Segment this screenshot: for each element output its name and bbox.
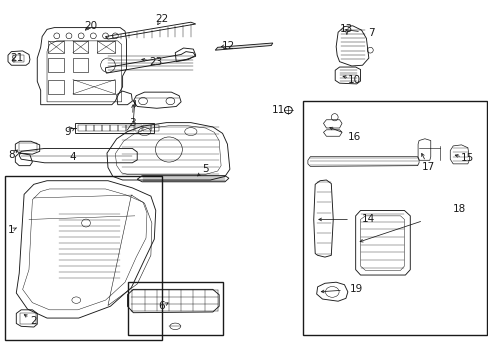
Text: 19: 19 <box>349 284 363 294</box>
Text: 2: 2 <box>30 316 37 325</box>
Text: 6: 6 <box>158 301 164 311</box>
Text: 4: 4 <box>69 152 76 162</box>
Text: 11: 11 <box>271 105 285 115</box>
Text: 3: 3 <box>129 118 135 128</box>
Text: 12: 12 <box>222 41 235 50</box>
Text: 15: 15 <box>460 153 473 163</box>
Text: 10: 10 <box>347 75 361 85</box>
Text: 20: 20 <box>84 21 97 31</box>
Polygon shape <box>215 43 272 50</box>
Text: 8: 8 <box>8 150 15 160</box>
Text: 16: 16 <box>347 132 360 142</box>
Text: 7: 7 <box>367 28 374 38</box>
Text: 22: 22 <box>155 14 168 24</box>
Text: 9: 9 <box>64 127 71 136</box>
Text: 13: 13 <box>340 24 353 35</box>
Text: 1: 1 <box>8 225 15 235</box>
Text: 14: 14 <box>362 215 375 224</box>
Text: 23: 23 <box>149 57 162 67</box>
Text: 18: 18 <box>451 204 465 214</box>
Text: 17: 17 <box>421 162 434 172</box>
Text: 21: 21 <box>10 53 23 63</box>
Text: 5: 5 <box>202 164 208 174</box>
